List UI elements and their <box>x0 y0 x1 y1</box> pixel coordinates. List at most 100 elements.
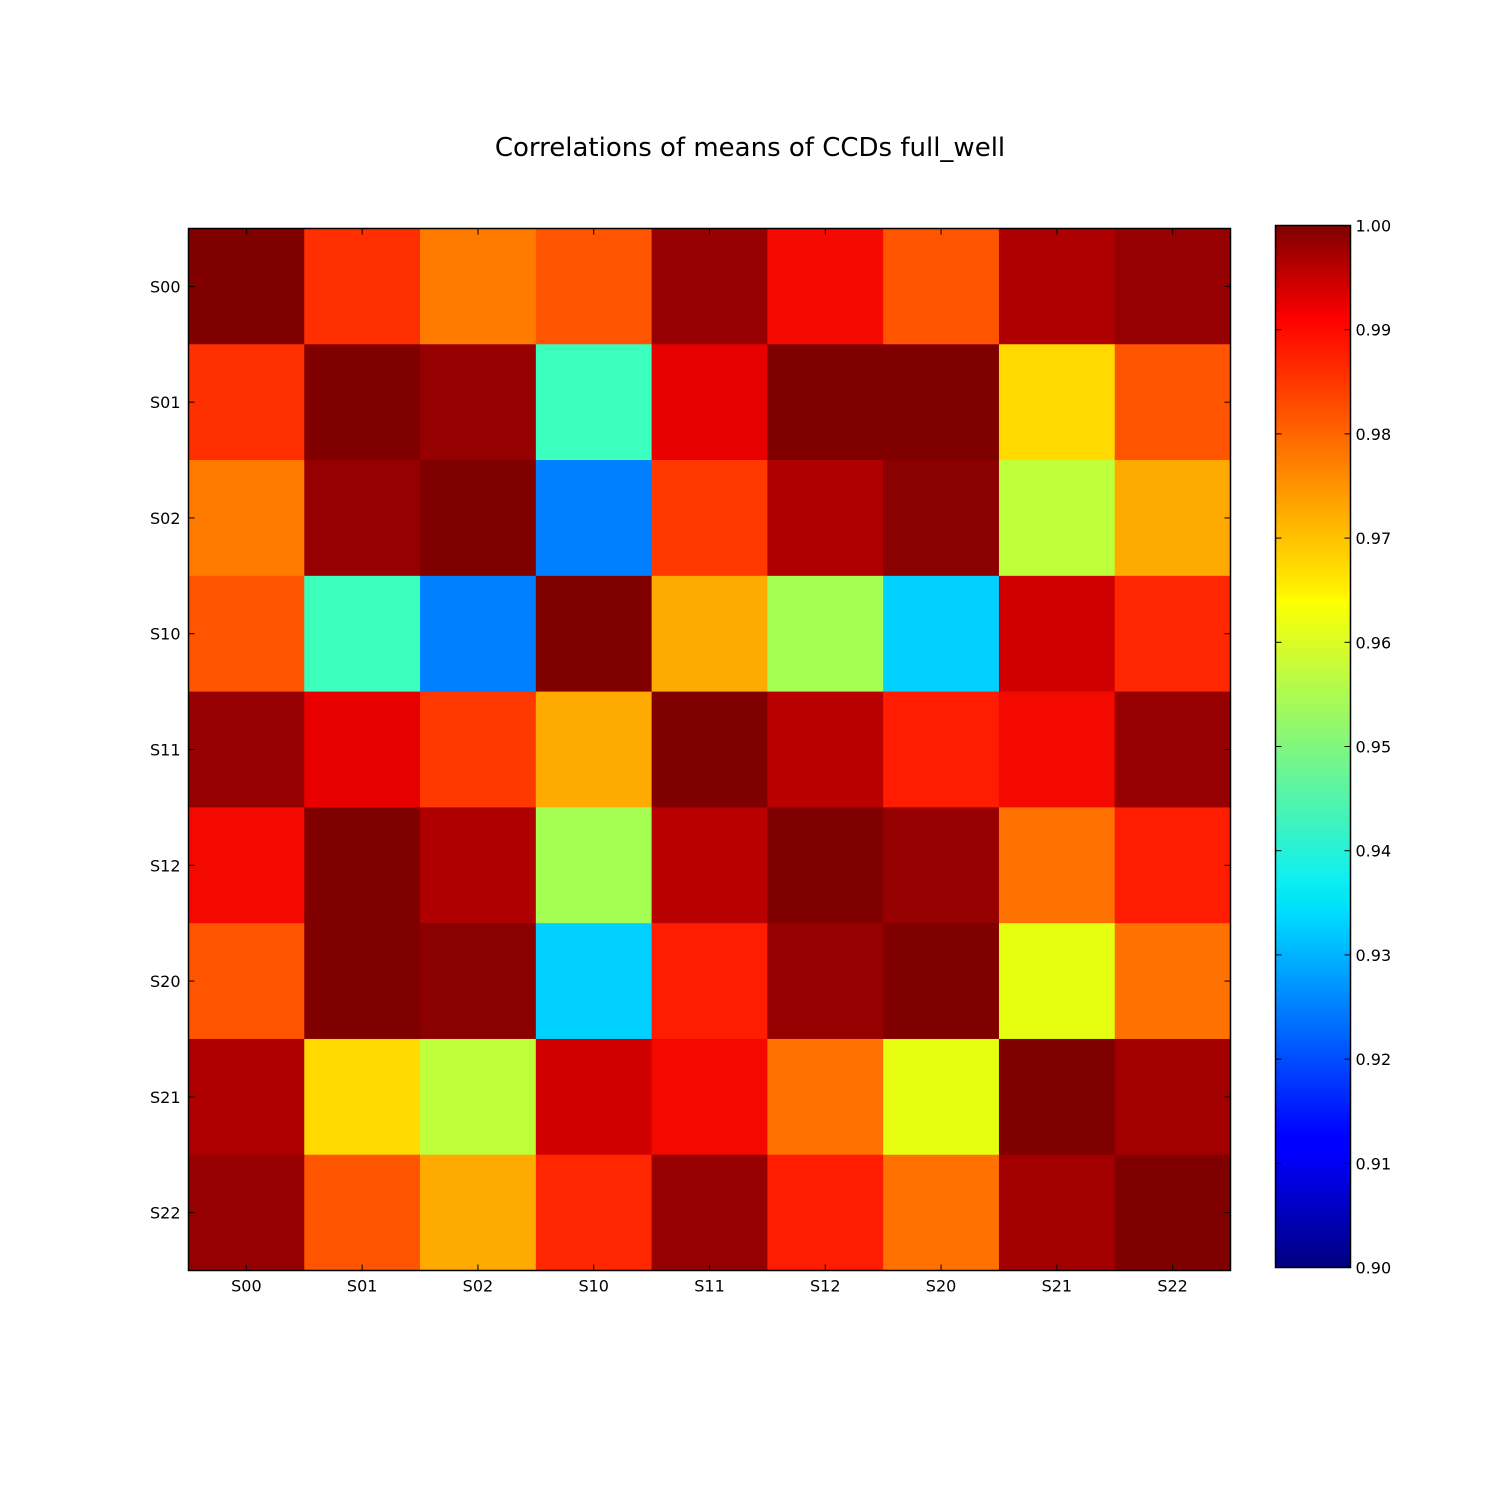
heatmap-cell-S22-S00 <box>188 1154 305 1271</box>
heatmap-cell-S10-S12 <box>767 575 884 693</box>
x-tick-label-S01: S01 <box>347 1277 378 1296</box>
colorbar-tick-label: 0.97 <box>1356 529 1392 548</box>
heatmap-cell-S12-S00 <box>188 807 305 924</box>
heatmap-cell-S00-S21 <box>998 228 1116 345</box>
heatmap-cell-S10-S00 <box>188 575 305 693</box>
y-tick-label-S10: S10 <box>150 625 181 644</box>
heatmap-cell-S02-S00 <box>188 460 305 577</box>
heatmap-cell-S21-S10 <box>535 1038 653 1156</box>
heatmap-cell-S20-S02 <box>420 923 537 1040</box>
heatmap-cell-S12-S02 <box>420 807 537 924</box>
heatmap-cell-S21-S02 <box>420 1038 537 1156</box>
heatmap-cell-S02-S12 <box>767 460 884 577</box>
x-axis-ticks: S00 S01 S02 S10 S11 S12 S20 S21 S22 <box>231 228 1188 1296</box>
heatmap-cell-S12-S10 <box>535 807 653 924</box>
heatmap-cell-S01-S10 <box>535 344 653 461</box>
colorbar-tick-label: 0.91 <box>1356 1154 1392 1173</box>
heatmap-cell-S12-S21 <box>998 807 1116 924</box>
heatmap-cells <box>188 228 1231 1271</box>
heatmap-cell-S22-S11 <box>651 1154 768 1271</box>
heatmap-cell-S21-S01 <box>304 1038 421 1156</box>
colorbar-tick-label: 1.00 <box>1356 217 1392 236</box>
heatmap-cell-S21-S00 <box>188 1038 305 1156</box>
heatmap-cell-S21-S22 <box>1114 1038 1231 1156</box>
heatmap-cell-S10-S10 <box>535 575 653 693</box>
x-tick-label-S12: S12 <box>810 1277 841 1296</box>
colorbar-tick-label: 0.99 <box>1356 321 1392 340</box>
heatmap-cell-S10-S11 <box>651 575 768 693</box>
heatmap-cell-S11-S22 <box>1114 691 1231 808</box>
heatmap-cell-S11-S20 <box>883 691 1000 808</box>
heatmap-cell-S21-S21 <box>998 1038 1116 1156</box>
y-tick-label-S12: S12 <box>150 856 181 875</box>
heatmap-cell-S20-S01 <box>304 923 421 1040</box>
heatmap-cell-S00-S02 <box>420 228 537 345</box>
heatmap-cell-S02-S21 <box>998 460 1116 577</box>
plot-frame <box>187 227 1232 1272</box>
heatmap-cell-S00-S22 <box>1114 228 1231 345</box>
heatmap-cell-S01-S11 <box>651 344 768 461</box>
heatmap-cell-S00-S10 <box>535 228 653 345</box>
y-axis-ticks: S00 S01 S02 S10 S11 S12 S20 S21 S22 <box>150 277 1231 1223</box>
heatmap-cell-S21-S11 <box>651 1038 768 1156</box>
heatmap-cell-S11-S12 <box>767 691 884 808</box>
heatmap-cell-S12-S22 <box>1114 807 1231 924</box>
heatmap-cell-S02-S02 <box>420 460 537 577</box>
heatmap-cell-S01-S22 <box>1114 344 1231 461</box>
x-tick-label-S20: S20 <box>926 1277 957 1296</box>
heatmap-cell-S20-S10 <box>535 923 653 1040</box>
heatmap-cell-S20-S21 <box>998 923 1116 1040</box>
heatmap-cell-S00-S01 <box>304 228 421 345</box>
heatmap-cell-S00-S11 <box>651 228 768 345</box>
colorbar-tick-label: 0.93 <box>1356 946 1392 965</box>
heatmap-cell-S02-S10 <box>535 460 653 577</box>
heatmap-cell-S10-S20 <box>883 575 1000 693</box>
heatmap-cell-S20-S20 <box>883 923 1000 1040</box>
x-tick-label-S21: S21 <box>1042 1277 1073 1296</box>
heatmap-cell-S01-S20 <box>883 344 1000 461</box>
heatmap-cell-S11-S00 <box>188 691 305 808</box>
heatmap-cell-S21-S12 <box>767 1038 884 1156</box>
chart-title: Correlations of means of CCDs full_well <box>495 133 1005 163</box>
heatmap-cell-S22-S20 <box>883 1154 1000 1271</box>
heatmap-cell-S22-S12 <box>767 1154 884 1271</box>
y-tick-label-S01: S01 <box>150 393 181 412</box>
heatmap-cell-S02-S11 <box>651 460 768 577</box>
colorbar-tick-label: 0.94 <box>1356 842 1392 861</box>
heatmap-cell-S12-S20 <box>883 807 1000 924</box>
heatmap-cell-S20-S22 <box>1114 923 1231 1040</box>
heatmap-cell-S20-S11 <box>651 923 768 1040</box>
heatmap-cell-S22-S02 <box>420 1154 537 1271</box>
colorbar-tick-label: 0.90 <box>1356 1259 1392 1278</box>
x-tick-label-S11: S11 <box>694 1277 725 1296</box>
heatmap-cell-S22-S22 <box>1114 1154 1231 1271</box>
x-tick-label-S00: S00 <box>231 1277 262 1296</box>
heatmap-cell-S20-S00 <box>188 923 305 1040</box>
heatmap-cell-S22-S21 <box>998 1154 1116 1271</box>
colorbar-tick-label: 0.92 <box>1356 1050 1392 1069</box>
colorbar-tick-label: 0.95 <box>1356 738 1392 757</box>
heatmap-cell-S01-S00 <box>188 344 305 461</box>
heatmap-cell-S02-S22 <box>1114 460 1231 577</box>
heatmap-cell-S02-S20 <box>883 460 1000 577</box>
y-tick-label-S11: S11 <box>150 741 181 760</box>
heatmap-cell-S11-S01 <box>304 691 421 808</box>
heatmap-cell-S01-S21 <box>998 344 1116 461</box>
heatmap-cell-S00-S00 <box>188 228 305 345</box>
y-tick-label-S21: S21 <box>150 1088 181 1107</box>
y-tick-label-S20: S20 <box>150 972 181 991</box>
heatmap-cell-S11-S11 <box>651 691 768 808</box>
heatmap-cell-S10-S01 <box>304 575 421 693</box>
heatmap-cell-S02-S01 <box>304 460 421 577</box>
heatmap-cell-S00-S20 <box>883 228 1000 345</box>
heatmap-cell-S21-S20 <box>883 1038 1000 1156</box>
heatmap-cell-S01-S01 <box>304 344 421 461</box>
colorbar-ticks: 0.90 0.91 0.92 0.93 0.94 0.95 0.96 0.97 0.98 0.99… <box>1275 217 1392 1278</box>
heatmap-cell-S12-S11 <box>651 807 768 924</box>
heatmap-cell-S01-S12 <box>767 344 884 461</box>
heatmap-cell-S20-S12 <box>767 923 884 1040</box>
heatmap-cell-S12-S12 <box>767 807 884 924</box>
heatmap-cell-S22-S01 <box>304 1154 421 1271</box>
